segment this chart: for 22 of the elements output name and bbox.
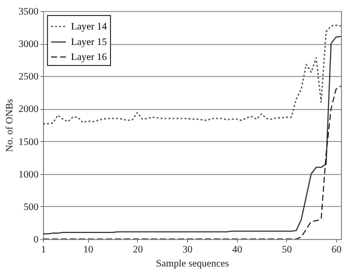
x-axis-title: Sample sequences xyxy=(156,258,230,270)
y-axis-title: No. of ONBs xyxy=(4,98,16,152)
legend-label: Layer 14 xyxy=(71,22,107,32)
x-tick-label: 1 xyxy=(41,244,46,256)
y-tick-label: 2500 xyxy=(18,72,38,83)
x-tick-label: 10 xyxy=(83,244,94,256)
y-tick-label: 0 xyxy=(34,234,38,246)
y-tick-label: 3500 xyxy=(18,6,38,18)
legend-label: Layer 16 xyxy=(71,52,107,63)
y-tick-label: 3000 xyxy=(18,39,38,50)
legend-label: Layer 15 xyxy=(71,37,107,48)
x-tick-label: 20 xyxy=(132,244,143,256)
line-series xyxy=(43,36,341,234)
y-tick-label: 2000 xyxy=(18,104,38,116)
x-tick-label: 40 xyxy=(232,244,242,256)
y-tick-label: 1500 xyxy=(18,136,38,148)
y-tick-label: 500 xyxy=(24,202,38,213)
x-tick-label: 30 xyxy=(182,244,193,256)
x-tick-label: 50 xyxy=(282,244,292,256)
x-tick-label: 60 xyxy=(332,244,342,256)
y-tick-label: 1000 xyxy=(18,169,38,180)
line-series xyxy=(43,24,341,124)
